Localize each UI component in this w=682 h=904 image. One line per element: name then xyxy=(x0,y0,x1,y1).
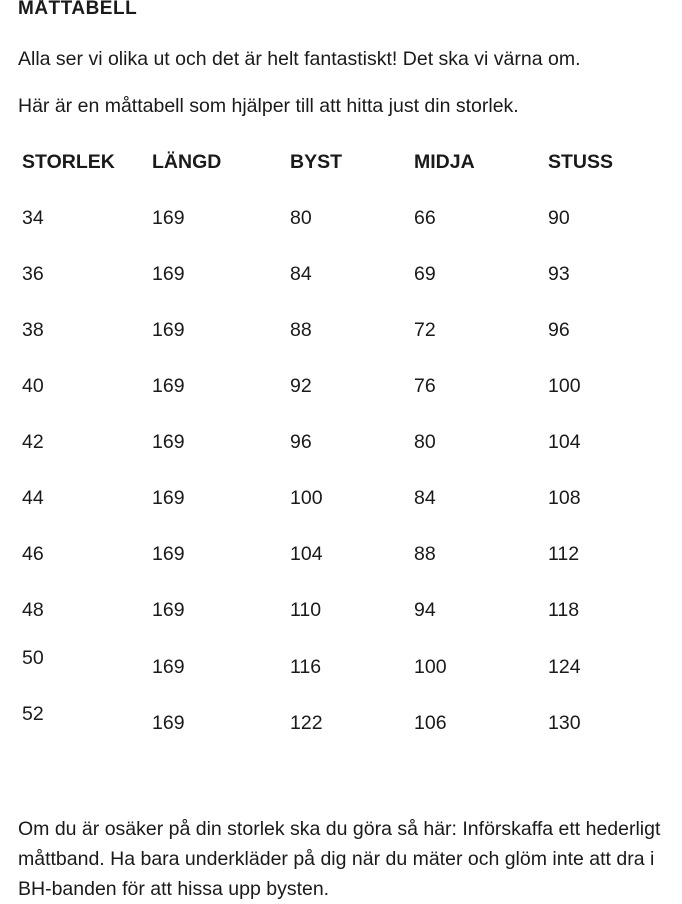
table-cell: 38 xyxy=(22,319,44,341)
table-cell: 72 xyxy=(414,319,436,341)
table-cell: 118 xyxy=(548,599,580,621)
table-cell: 169 xyxy=(152,431,185,453)
table-cell: 100 xyxy=(414,656,447,678)
table-cell: 104 xyxy=(290,543,323,565)
table-cell: 36 xyxy=(22,263,44,285)
table-cell: 124 xyxy=(548,656,581,678)
table-cell: 93 xyxy=(548,263,570,285)
footer-text: Om du är osäker på din storlek ska du gö… xyxy=(18,818,661,900)
table-cell: 76 xyxy=(414,375,436,397)
table-cell: 66 xyxy=(414,207,436,229)
table-cell: 80 xyxy=(290,207,312,229)
table-cell: 169 xyxy=(152,487,185,509)
table-cell: 48 xyxy=(22,599,44,621)
column-header: LÄNGD xyxy=(152,151,222,173)
table-cell: 34 xyxy=(22,207,44,229)
column-header: MIDJA xyxy=(414,151,475,173)
table-cell: 169 xyxy=(152,712,185,734)
title: MÅTTABELL xyxy=(18,0,138,19)
table-cell: 108 xyxy=(548,487,581,509)
table-cell: 88 xyxy=(290,319,312,341)
intro-text: Här är en måttabell som hjälper till att… xyxy=(18,95,519,117)
table-cell: 169 xyxy=(152,375,185,397)
table-cell: 169 xyxy=(152,263,185,285)
table-cell: 169 xyxy=(152,543,185,565)
column-header: BYST xyxy=(290,151,343,173)
table-cell: 96 xyxy=(548,319,570,341)
table-cell: 94 xyxy=(414,599,436,621)
table-cell: 116 xyxy=(290,656,322,678)
table-cell: 106 xyxy=(414,712,447,734)
table-cell: 104 xyxy=(548,431,581,453)
table-cell: 69 xyxy=(414,263,436,285)
table-cell: 110 xyxy=(290,599,322,621)
table-cell: 52 xyxy=(22,703,44,725)
table-cell: 90 xyxy=(548,207,570,229)
table-cell: 84 xyxy=(290,263,312,285)
table-cell: 42 xyxy=(22,431,44,453)
table-cell: 100 xyxy=(548,375,581,397)
table-cell: 169 xyxy=(152,599,185,621)
table-cell: 80 xyxy=(414,431,436,453)
table-cell: 84 xyxy=(414,487,436,509)
table-cell: 169 xyxy=(152,319,185,341)
table-cell: 44 xyxy=(22,487,44,509)
table-cell: 88 xyxy=(414,543,436,565)
table-cell: 46 xyxy=(22,543,44,565)
column-header: STUSS xyxy=(548,151,614,173)
table-cell: 92 xyxy=(290,375,312,397)
table-cell: 50 xyxy=(22,647,44,669)
table-cell: 122 xyxy=(290,712,323,734)
table-cell: 130 xyxy=(548,712,581,734)
table-cell: 96 xyxy=(290,431,312,453)
table-cell: 169 xyxy=(152,207,185,229)
column-header: STORLEK xyxy=(22,151,115,173)
table-cell: 169 xyxy=(152,656,185,678)
table-cell: 100 xyxy=(290,487,323,509)
table-cell: 40 xyxy=(22,375,44,397)
table-cell: 112 xyxy=(548,543,580,565)
intro-text: Alla ser vi olika ut och det är helt fan… xyxy=(18,48,581,70)
